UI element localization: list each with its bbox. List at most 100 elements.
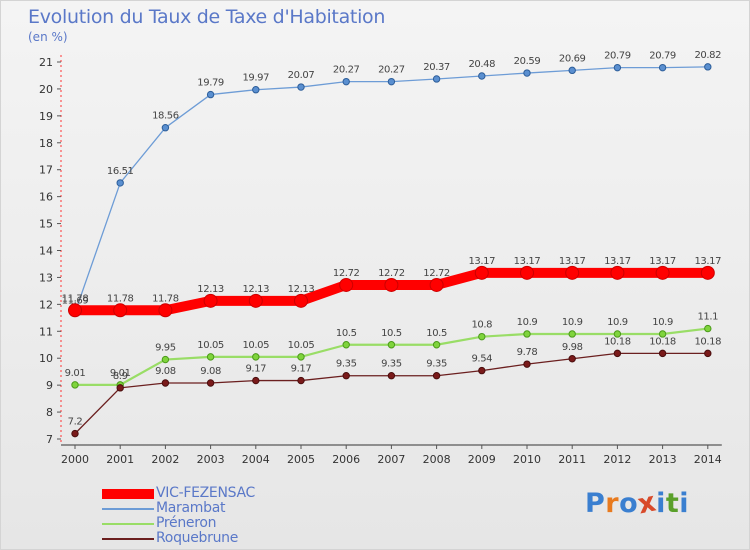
data-label-roquebrune: 9.35	[336, 359, 357, 370]
data-label-vic-fezensac: 13.17	[694, 256, 721, 267]
data-label-marambat: 19.97	[242, 73, 269, 84]
data-label-marambat: 19.79	[197, 78, 224, 89]
data-point-pr-neron	[613, 330, 622, 338]
data-label-roquebrune: 7.2	[68, 417, 83, 428]
data-label-marambat: 20.48	[468, 59, 495, 70]
y-tick-label: 18	[39, 137, 53, 150]
data-label-roquebrune: 9.98	[562, 342, 583, 353]
data-point-roquebrune	[387, 372, 396, 380]
data-label-pr-neron: 10.9	[517, 317, 538, 328]
data-point-roquebrune	[478, 366, 486, 375]
data-label-pr-neron: 9.95	[155, 343, 176, 354]
data-point-roquebrune	[71, 429, 79, 438]
legend-item-roquebrune: Roquebrune	[102, 531, 255, 546]
data-point-pr-neron	[658, 330, 667, 338]
chart-series-lines	[68, 63, 715, 438]
data-label-vic-fezensac: 12.72	[378, 268, 405, 279]
y-tick-label: 9	[46, 379, 53, 392]
data-label-marambat: 18.56	[152, 111, 179, 122]
data-point-marambat	[658, 63, 667, 72]
data-label-vic-fezensac: 12.72	[423, 268, 450, 279]
legend-label: Roquebrune	[156, 530, 239, 546]
data-label-vic-fezensac: 13.17	[649, 256, 676, 267]
data-label-marambat: 11.69	[62, 296, 89, 307]
y-tick-label: 11	[39, 325, 53, 338]
data-label-marambat: 20.79	[604, 51, 631, 62]
data-label-marambat: 20.69	[559, 53, 586, 64]
data-label-roquebrune: 10.18	[604, 336, 631, 347]
y-tick-label: 16	[39, 191, 53, 204]
data-label-marambat: 20.27	[378, 65, 405, 76]
data-point-vic-fezensac	[655, 265, 670, 280]
data-point-marambat	[568, 66, 576, 75]
x-tick-label: 2003	[197, 453, 225, 466]
y-tick-label: 14	[39, 245, 53, 258]
y-tick-label: 20	[39, 83, 53, 96]
data-label-pr-neron: 10.05	[288, 340, 315, 351]
x-tick-label: 2012	[603, 453, 631, 466]
y-tick-label: 7	[46, 433, 53, 446]
data-point-vic-fezensac	[700, 265, 715, 280]
data-point-roquebrune	[161, 379, 170, 387]
chart-legend: VIC-FEZENSAC Marambat Préneron Roquebrune	[102, 486, 255, 546]
data-point-roquebrune	[252, 376, 260, 385]
data-point-pr-neron	[432, 341, 441, 349]
legend-label: Préneron	[156, 515, 217, 531]
y-tick-label: 8	[46, 406, 53, 419]
x-tick-label: 2009	[468, 453, 496, 466]
data-label-pr-neron: 9.01	[65, 368, 86, 379]
y-tick-label: 21	[39, 56, 53, 69]
data-label-roquebrune: 9.08	[200, 366, 221, 377]
proxiti-logo: Proxiti	[585, 486, 690, 521]
data-point-marambat	[523, 69, 531, 77]
x-tick-label: 2007	[377, 453, 405, 466]
data-point-marambat	[342, 77, 350, 86]
data-label-marambat: 20.59	[514, 56, 541, 67]
data-label-vic-fezensac: 13.17	[559, 256, 586, 267]
legend-swatch	[102, 488, 154, 499]
data-point-roquebrune	[116, 384, 124, 392]
y-tick-label: 15	[39, 218, 53, 231]
data-label-vic-fezensac: 11.78	[107, 293, 134, 304]
data-label-pr-neron: 10.9	[652, 317, 673, 328]
data-point-marambat	[478, 72, 486, 80]
data-point-roquebrune	[342, 372, 350, 380]
data-point-pr-neron	[568, 330, 576, 338]
data-label-marambat: 16.51	[107, 166, 134, 177]
data-label-vic-fezensac: 13.17	[468, 256, 495, 267]
data-point-roquebrune	[704, 349, 712, 358]
data-label-marambat: 20.37	[423, 62, 450, 73]
data-point-vic-fezensac	[203, 293, 218, 308]
data-point-vic-fezensac	[520, 265, 534, 280]
x-tick-label: 2008	[423, 453, 451, 466]
x-tick-label: 2004	[242, 453, 270, 466]
x-tick-label: 2001	[106, 453, 134, 466]
data-label-vic-fezensac: 11.78	[152, 293, 179, 304]
data-point-pr-neron	[206, 353, 215, 361]
data-label-vic-fezensac: 12.13	[288, 284, 315, 295]
data-point-roquebrune	[613, 349, 622, 358]
data-point-pr-neron	[71, 381, 79, 389]
data-point-vic-fezensac	[248, 293, 263, 308]
data-label-pr-neron: 10.9	[607, 317, 628, 328]
data-label-pr-neron: 10.05	[242, 340, 269, 351]
data-label-pr-neron: 10.05	[197, 340, 224, 351]
data-label-pr-neron: 10.8	[471, 320, 492, 331]
data-point-roquebrune	[568, 355, 576, 363]
x-tick-label: 2006	[332, 453, 360, 466]
data-point-pr-neron	[297, 353, 305, 361]
data-point-roquebrune	[297, 376, 305, 385]
data-point-vic-fezensac	[294, 293, 308, 308]
data-point-vic-fezensac	[429, 277, 444, 292]
data-point-vic-fezensac	[565, 265, 580, 280]
data-point-vic-fezensac	[610, 265, 625, 280]
y-tick-label: 19	[39, 110, 53, 123]
data-point-vic-fezensac	[158, 303, 173, 318]
data-label-roquebrune: 9.35	[426, 359, 447, 370]
data-point-marambat	[704, 63, 712, 71]
y-tick-label: 17	[39, 164, 53, 177]
data-label-vic-fezensac: 12.13	[242, 284, 269, 295]
data-label-roquebrune: 10.18	[694, 336, 721, 347]
data-label-marambat: 20.82	[694, 50, 721, 61]
x-tick-label: 2000	[61, 453, 89, 466]
